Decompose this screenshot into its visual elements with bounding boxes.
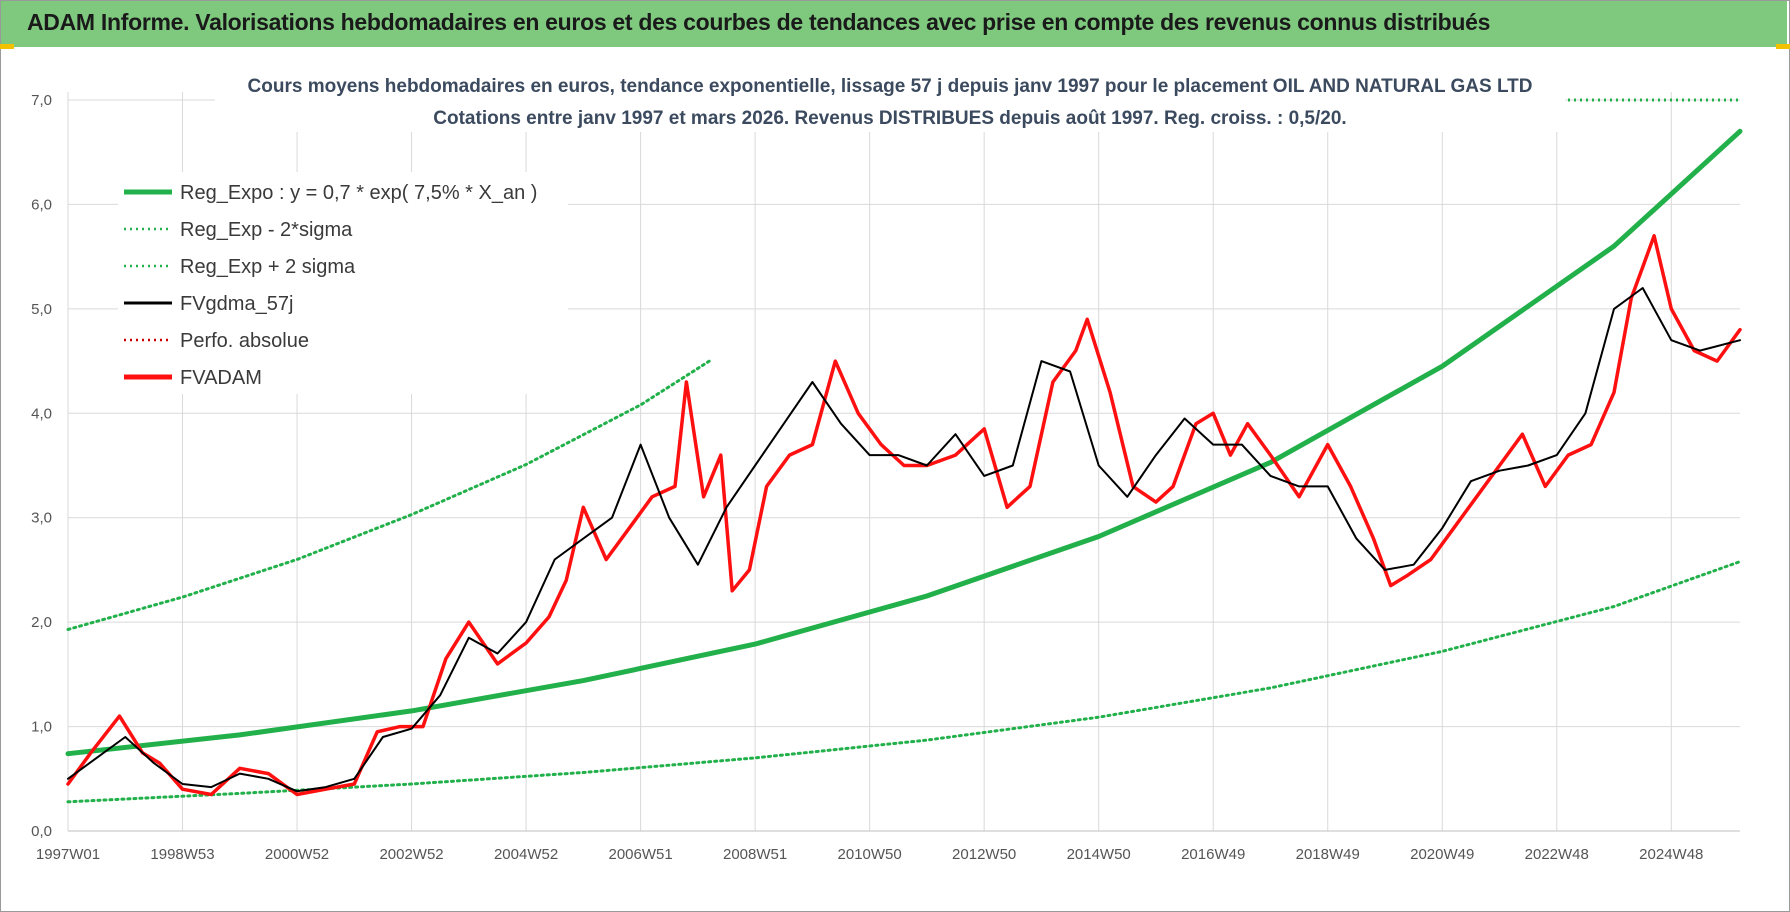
x-tick-label: 2004W52 <box>494 846 558 863</box>
y-tick-label: 6,0 <box>31 196 52 213</box>
chart-title-line-2: Cotations entre janv 1997 et mars 2026. … <box>433 108 1346 129</box>
x-tick-label: 2012W50 <box>952 846 1016 863</box>
series-layer <box>65 98 1743 804</box>
y-tick-label: 5,0 <box>31 301 52 318</box>
title-background <box>215 68 1565 132</box>
series-line-reg-minus-2sigma <box>66 560 1742 804</box>
x-tick-label: 2008W51 <box>723 846 787 863</box>
legend-label: Reg_Exp + 2 sigma <box>180 256 356 278</box>
legend-label: Perfo. absolue <box>180 330 309 352</box>
x-tick-label: 1998W53 <box>150 846 214 863</box>
x-tick-label: 2006W51 <box>608 846 672 863</box>
x-tick-label: 2010W50 <box>838 846 902 863</box>
x-tick-label: 2018W49 <box>1296 846 1360 863</box>
legend-label: Reg_Exp - 2*sigma <box>180 219 353 241</box>
y-tick-label: 4,0 <box>31 405 52 422</box>
x-tick-label: 1997W01 <box>36 846 100 863</box>
y-tick-label: 7,0 <box>31 92 52 109</box>
x-tick-label: 2022W48 <box>1525 846 1589 863</box>
y-tick-label: 3,0 <box>31 510 52 527</box>
legend: Reg_Expo : y = 0,7 * exp( 7,5% * X_an ) R… <box>124 182 537 389</box>
banner: ADAM Informe. Valorisations hebdomadaire… <box>1 1 1787 47</box>
legend-label: FVgdma_57j <box>180 293 293 315</box>
corner-marker <box>0 44 14 49</box>
legend-label: FVADAM <box>180 367 262 389</box>
x-axis-ticks: 1997W01 1998W53 2000W52 2002W52 2004W52 2006W… <box>36 846 1704 863</box>
legend-background <box>118 172 568 394</box>
corner-marker <box>1776 44 1790 49</box>
x-tick-label: 2020W49 <box>1410 846 1474 863</box>
series-line-reg-expo <box>65 128 1743 757</box>
legend-label: Reg_Expo : y = 0,7 * exp( 7,5% * X_an ) <box>180 182 537 204</box>
x-tick-label: 2000W52 <box>265 846 329 863</box>
chart-title-line-1: Cours moyens hebdomadaires en euros, ten… <box>248 76 1533 97</box>
x-tick-label: 2016W49 <box>1181 846 1245 863</box>
y-tick-label: 1,0 <box>31 719 52 736</box>
y-axis-ticks: 0,0 1,0 2,0 3,0 4,0 5,0 6,0 7,0 <box>31 92 52 840</box>
series-line-fvgdma <box>67 287 1741 793</box>
banner-title: ADAM Informe. Valorisations hebdomadaire… <box>27 9 1491 35</box>
x-tick-label: 2024W48 <box>1639 846 1703 863</box>
series-line-reg-plus-2sigma <box>66 359 711 631</box>
y-tick-label: 2,0 <box>31 614 52 631</box>
x-tick-label: 2002W52 <box>379 846 443 863</box>
y-tick-label: 0,0 <box>31 823 52 840</box>
x-tick-label: 2014W50 <box>1067 846 1131 863</box>
